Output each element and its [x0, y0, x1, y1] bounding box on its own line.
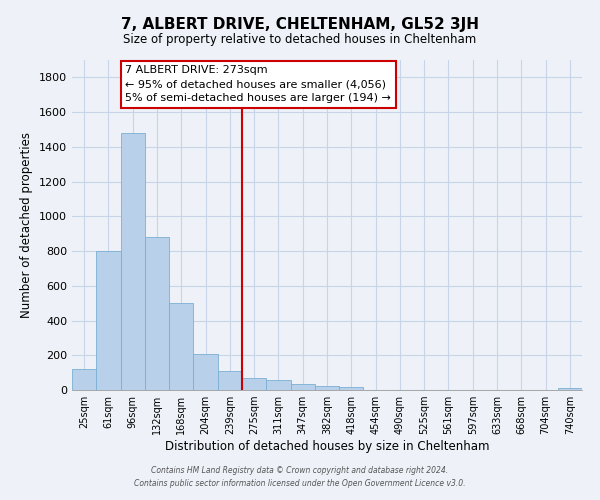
Bar [169, 303, 193, 390]
Bar [72, 369, 96, 390]
Bar [242, 378, 266, 390]
Bar [315, 386, 339, 390]
Bar [193, 354, 218, 390]
Text: Size of property relative to detached houses in Cheltenham: Size of property relative to detached ho… [124, 32, 476, 46]
Bar [339, 386, 364, 390]
Bar [121, 133, 145, 390]
Bar [558, 388, 582, 390]
Bar [218, 371, 242, 390]
Text: 7, ALBERT DRIVE, CHELTENHAM, GL52 3JH: 7, ALBERT DRIVE, CHELTENHAM, GL52 3JH [121, 18, 479, 32]
Bar [96, 251, 121, 390]
Bar [145, 237, 169, 390]
Text: Contains HM Land Registry data © Crown copyright and database right 2024.
Contai: Contains HM Land Registry data © Crown c… [134, 466, 466, 487]
Text: 7 ALBERT DRIVE: 273sqm
← 95% of detached houses are smaller (4,056)
5% of semi-d: 7 ALBERT DRIVE: 273sqm ← 95% of detached… [125, 65, 391, 103]
Y-axis label: Number of detached properties: Number of detached properties [20, 132, 34, 318]
Bar [290, 384, 315, 390]
X-axis label: Distribution of detached houses by size in Cheltenham: Distribution of detached houses by size … [165, 440, 489, 453]
Bar [266, 380, 290, 390]
